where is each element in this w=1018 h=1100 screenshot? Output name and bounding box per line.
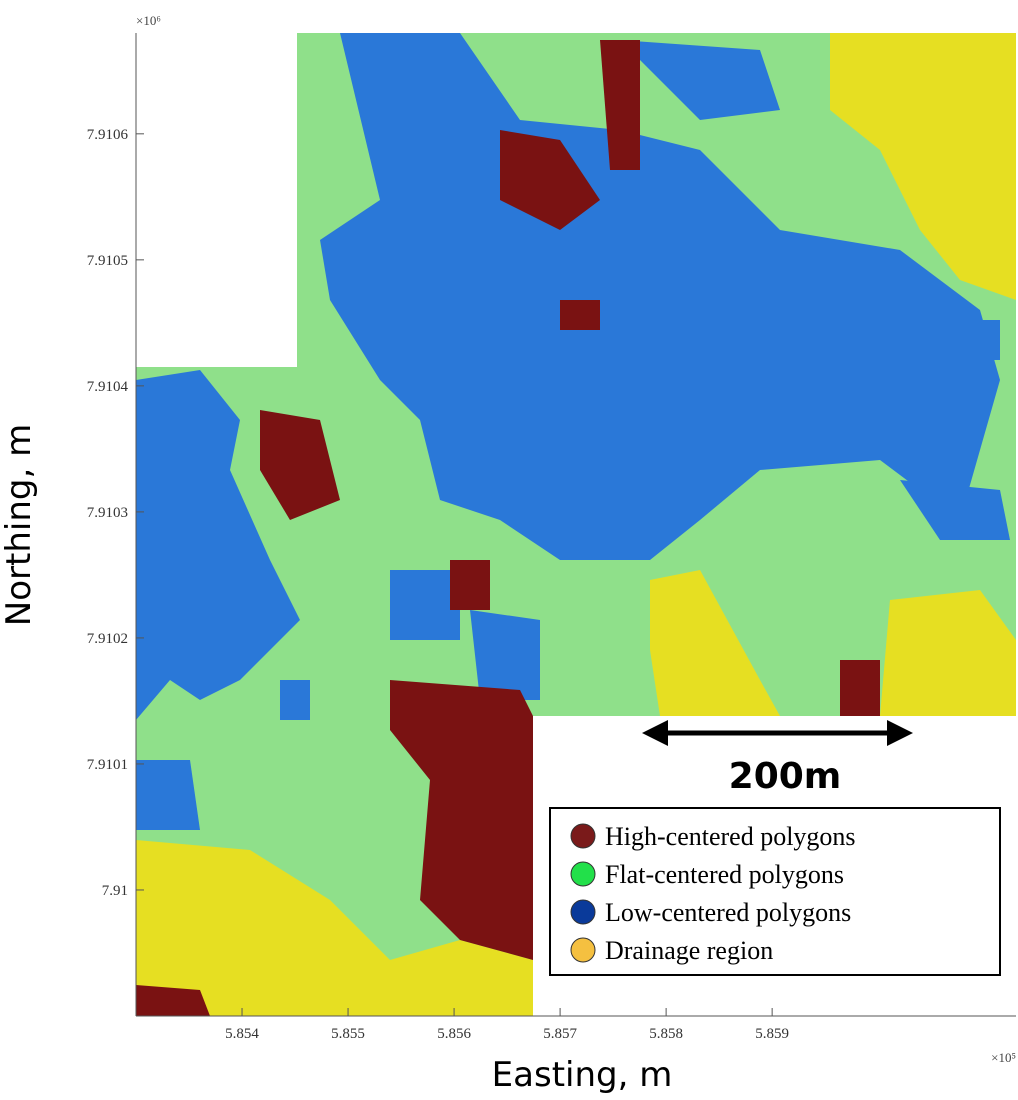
y-tick-label: 7.9105 xyxy=(87,253,128,269)
x-tick-label: 5.854 xyxy=(225,1026,259,1042)
y-tick-label: 7.9101 xyxy=(87,757,128,773)
legend-swatch xyxy=(571,824,595,848)
scale-label: 200m xyxy=(729,756,842,797)
x-tick-label: 5.857 xyxy=(543,1026,577,1042)
legend-swatch xyxy=(571,862,595,886)
legend-label: Flat-centered polygons xyxy=(605,860,844,889)
legend-label: Drainage region xyxy=(605,936,773,965)
legend-swatch xyxy=(571,938,595,962)
x-exponent: ×10⁵ xyxy=(991,1050,1016,1065)
x-tick-label: 5.859 xyxy=(755,1026,789,1042)
legend-swatch xyxy=(571,900,595,924)
legend-label: High-centered polygons xyxy=(605,822,856,851)
y-tick-label: 7.9106 xyxy=(87,127,129,143)
y-exponent: ×10⁶ xyxy=(136,13,161,28)
x-tick-label: 5.856 xyxy=(437,1026,471,1042)
y-tick-label: 7.91 xyxy=(102,883,128,899)
y-tick-label: 7.9102 xyxy=(87,631,128,647)
map-figure: 200m Northing, m Easting, m ×10⁶ ×10⁵ 5.… xyxy=(0,0,1018,1100)
x-axis-label: Easting, m xyxy=(492,1055,673,1095)
x-tick-label: 5.855 xyxy=(331,1026,365,1042)
legend-label: Low-centered polygons xyxy=(605,898,851,927)
y-tick-label: 7.9104 xyxy=(87,379,129,395)
x-tick-label: 5.858 xyxy=(649,1026,683,1042)
no-data-area xyxy=(136,33,297,367)
y-tick-label: 7.9103 xyxy=(87,505,128,521)
y-axis-label: Northing, m xyxy=(0,424,39,626)
